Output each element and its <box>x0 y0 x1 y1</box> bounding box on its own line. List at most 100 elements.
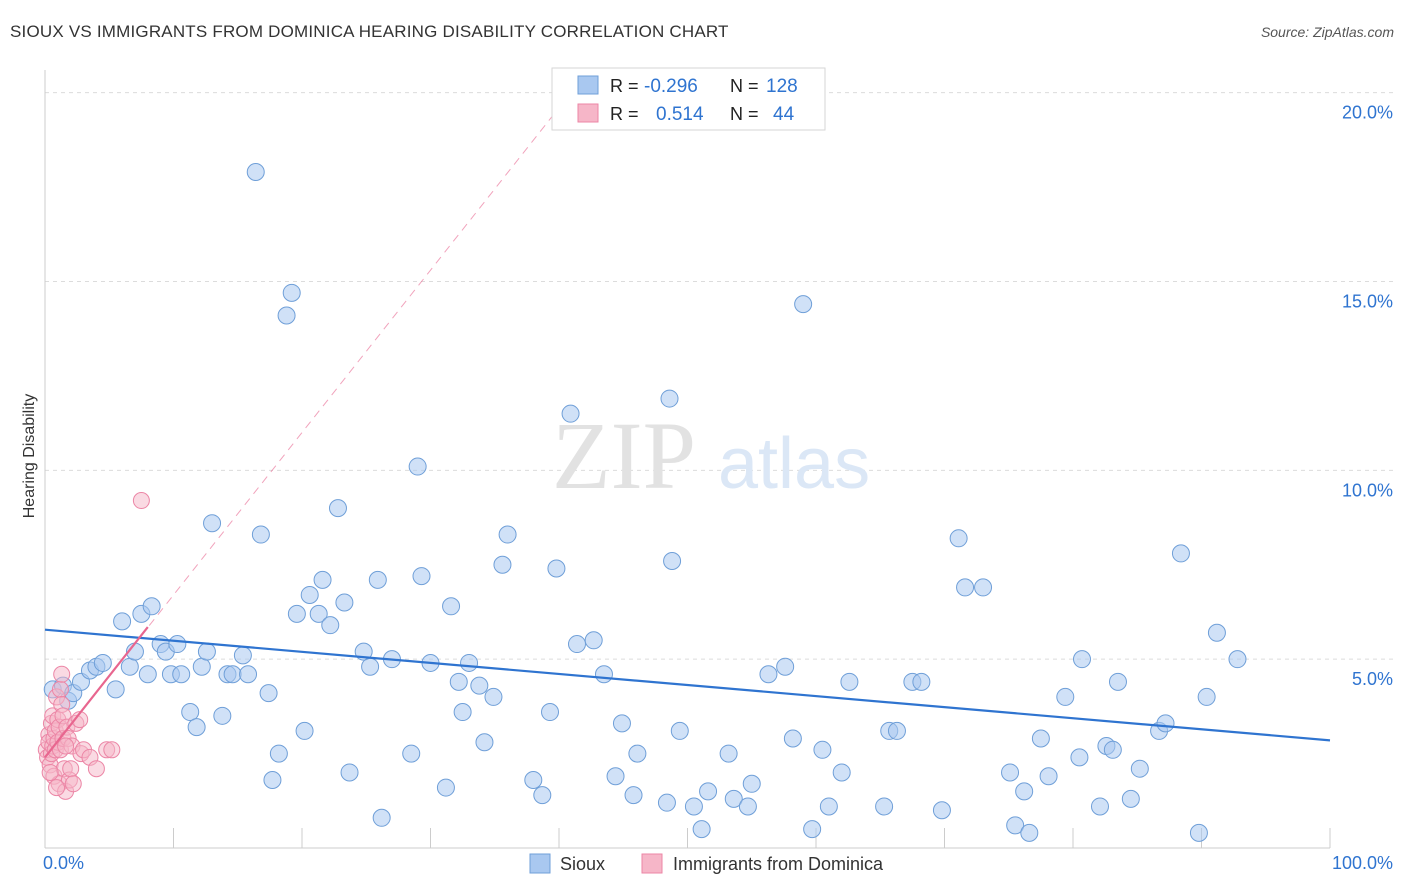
dominica-point <box>48 779 66 797</box>
sioux-point <box>606 767 625 786</box>
dominica-swatch <box>577 103 599 123</box>
sioux-point <box>684 797 703 816</box>
sioux-point <box>794 295 813 314</box>
tick-labels: 5.0% 10.0% 15.0% 20.0% 0.0% 100.0% <box>43 103 1393 873</box>
y-tick-label: 20.0% <box>1342 103 1393 123</box>
sioux-point <box>561 404 580 423</box>
sioux-point <box>783 729 802 748</box>
legend-sioux-swatch <box>529 853 551 874</box>
sioux-point <box>670 721 689 740</box>
sioux-point <box>113 612 132 631</box>
sioux-point <box>1228 650 1247 669</box>
sioux-point <box>541 703 560 722</box>
sioux-point <box>142 597 161 616</box>
sioux-point <box>699 782 718 801</box>
sioux-point <box>533 786 552 805</box>
sioux-point <box>340 763 359 782</box>
sioux-swatch <box>577 75 599 95</box>
sioux-point <box>1070 748 1089 767</box>
sioux-point <box>974 578 993 597</box>
sioux-point <box>498 525 517 544</box>
sioux-point <box>493 555 512 574</box>
sioux-point <box>453 703 472 722</box>
sioux-point <box>1103 740 1122 759</box>
sioux-point <box>213 706 232 725</box>
sioux-n-value: 128 <box>766 76 798 97</box>
sioux-point <box>313 570 332 589</box>
dominica-point <box>71 711 89 729</box>
sioux-point <box>120 657 139 676</box>
sioux-point <box>203 514 222 533</box>
sioux-point <box>875 797 894 816</box>
dominica-point <box>41 763 59 781</box>
sioux-point <box>172 665 191 684</box>
sioux-point <box>168 635 187 654</box>
sioux-point <box>759 665 778 684</box>
sioux-point <box>932 801 951 820</box>
sioux-point <box>181 703 200 722</box>
sioux-point <box>660 389 679 408</box>
dominica-point <box>57 737 75 755</box>
sioux-point <box>1156 714 1175 733</box>
sioux-point <box>887 721 906 740</box>
watermark-atlas: atlas <box>718 424 870 504</box>
sioux-point <box>263 771 282 790</box>
sioux-point <box>470 676 489 695</box>
sioux-point <box>251 525 270 544</box>
dominica-point <box>62 760 80 778</box>
sioux-point <box>1207 623 1226 642</box>
sioux-point <box>832 763 851 782</box>
dominica-trend-extension <box>44 107 560 758</box>
dominica-trend-line <box>44 626 149 759</box>
sioux-point <box>742 774 761 793</box>
sioux-point <box>197 642 216 661</box>
sioux-point <box>442 597 461 616</box>
dominica-point <box>132 492 150 510</box>
sioux-point <box>402 744 421 763</box>
sioux-point <box>1108 672 1127 691</box>
dominica-point <box>64 775 82 793</box>
sioux-point <box>738 797 757 816</box>
sioux-point <box>436 778 455 797</box>
sioux-point <box>295 721 314 740</box>
watermark: ZIP atlas <box>552 402 870 509</box>
sioux-point <box>239 665 258 684</box>
sioux-point <box>460 653 479 672</box>
dominica-point <box>53 665 71 683</box>
sioux-point <box>819 797 838 816</box>
stats-legend: R = -0.296 N = 128 R = 0.514 N = 44 <box>551 67 826 131</box>
sioux-point <box>956 578 975 597</box>
sioux-point <box>1171 544 1190 563</box>
sioux-point <box>692 820 711 839</box>
grid-lines <box>45 92 1395 660</box>
sioux-point <box>138 665 157 684</box>
sioux-point <box>282 283 301 302</box>
sioux-point <box>449 672 468 691</box>
sioux-point <box>475 733 494 752</box>
x-tick-label-max: 100.0% <box>1332 853 1393 873</box>
legend-sioux-label: Sioux <box>560 854 605 874</box>
dominica-point <box>51 680 69 698</box>
sioux-point <box>1130 759 1149 778</box>
x-tick-label-min: 0.0% <box>43 853 84 873</box>
sioux-point <box>321 616 340 635</box>
sioux-point <box>1056 687 1075 706</box>
sioux-point <box>1031 729 1050 748</box>
sioux-point <box>259 684 278 703</box>
legend-dominica-swatch <box>641 853 663 874</box>
chart-source: Source: ZipAtlas.com <box>1260 24 1394 40</box>
sioux-point <box>328 499 347 518</box>
sioux-point <box>223 665 242 684</box>
sioux-r-label: R = <box>610 76 639 96</box>
sioux-n-label: N = <box>730 76 759 96</box>
sioux-point <box>612 714 631 733</box>
sioux-point <box>187 718 206 737</box>
sioux-point <box>335 593 354 612</box>
sioux-point <box>287 604 306 623</box>
sioux-point <box>813 740 832 759</box>
sioux-point <box>412 567 431 586</box>
sioux-point <box>1121 789 1140 808</box>
sioux-point <box>912 672 931 691</box>
sioux-point <box>594 665 613 684</box>
